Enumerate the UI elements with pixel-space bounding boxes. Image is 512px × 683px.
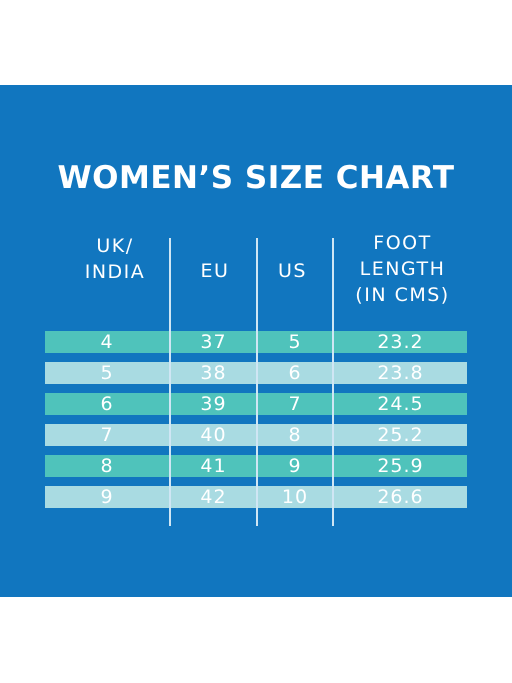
cell-us: 10: [281, 486, 309, 508]
cell-uk: 5: [100, 362, 114, 384]
cell-us: 6: [288, 362, 302, 384]
column-divider: [256, 238, 258, 526]
cell-us: 5: [288, 331, 302, 353]
header-us: US: [278, 260, 307, 282]
cell-cm: 23.2: [377, 331, 424, 353]
cell-cm: 26.6: [377, 486, 424, 508]
header-eu: EU: [200, 260, 230, 282]
cell-uk: 9: [100, 486, 114, 508]
cell-us: 7: [288, 393, 302, 415]
cell-cm: 24.5: [377, 393, 424, 415]
cell-eu: 41: [200, 455, 227, 477]
column-divider: [169, 238, 171, 526]
cell-eu: 42: [200, 486, 227, 508]
column-divider: [332, 238, 334, 526]
cell-eu: 39: [200, 393, 227, 415]
cell-uk: 4: [100, 331, 114, 353]
cell-cm: 23.8: [377, 362, 424, 384]
header-foot-length: FOOT LENGTH (IN CMS): [355, 232, 450, 306]
cell-us: 8: [288, 424, 302, 446]
cell-eu: 37: [200, 331, 227, 353]
cell-uk: 8: [100, 455, 114, 477]
cell-eu: 38: [200, 362, 227, 384]
cell-eu: 40: [200, 424, 227, 446]
chart-title: WOMEN’S SIZE CHART: [57, 160, 455, 196]
header-uk-india: UK/ INDIA: [84, 235, 146, 283]
cell-cm: 25.9: [377, 455, 424, 477]
cell-uk: 7: [100, 424, 114, 446]
cell-us: 9: [288, 455, 302, 477]
cell-cm: 25.2: [377, 424, 424, 446]
cell-uk: 6: [100, 393, 114, 415]
